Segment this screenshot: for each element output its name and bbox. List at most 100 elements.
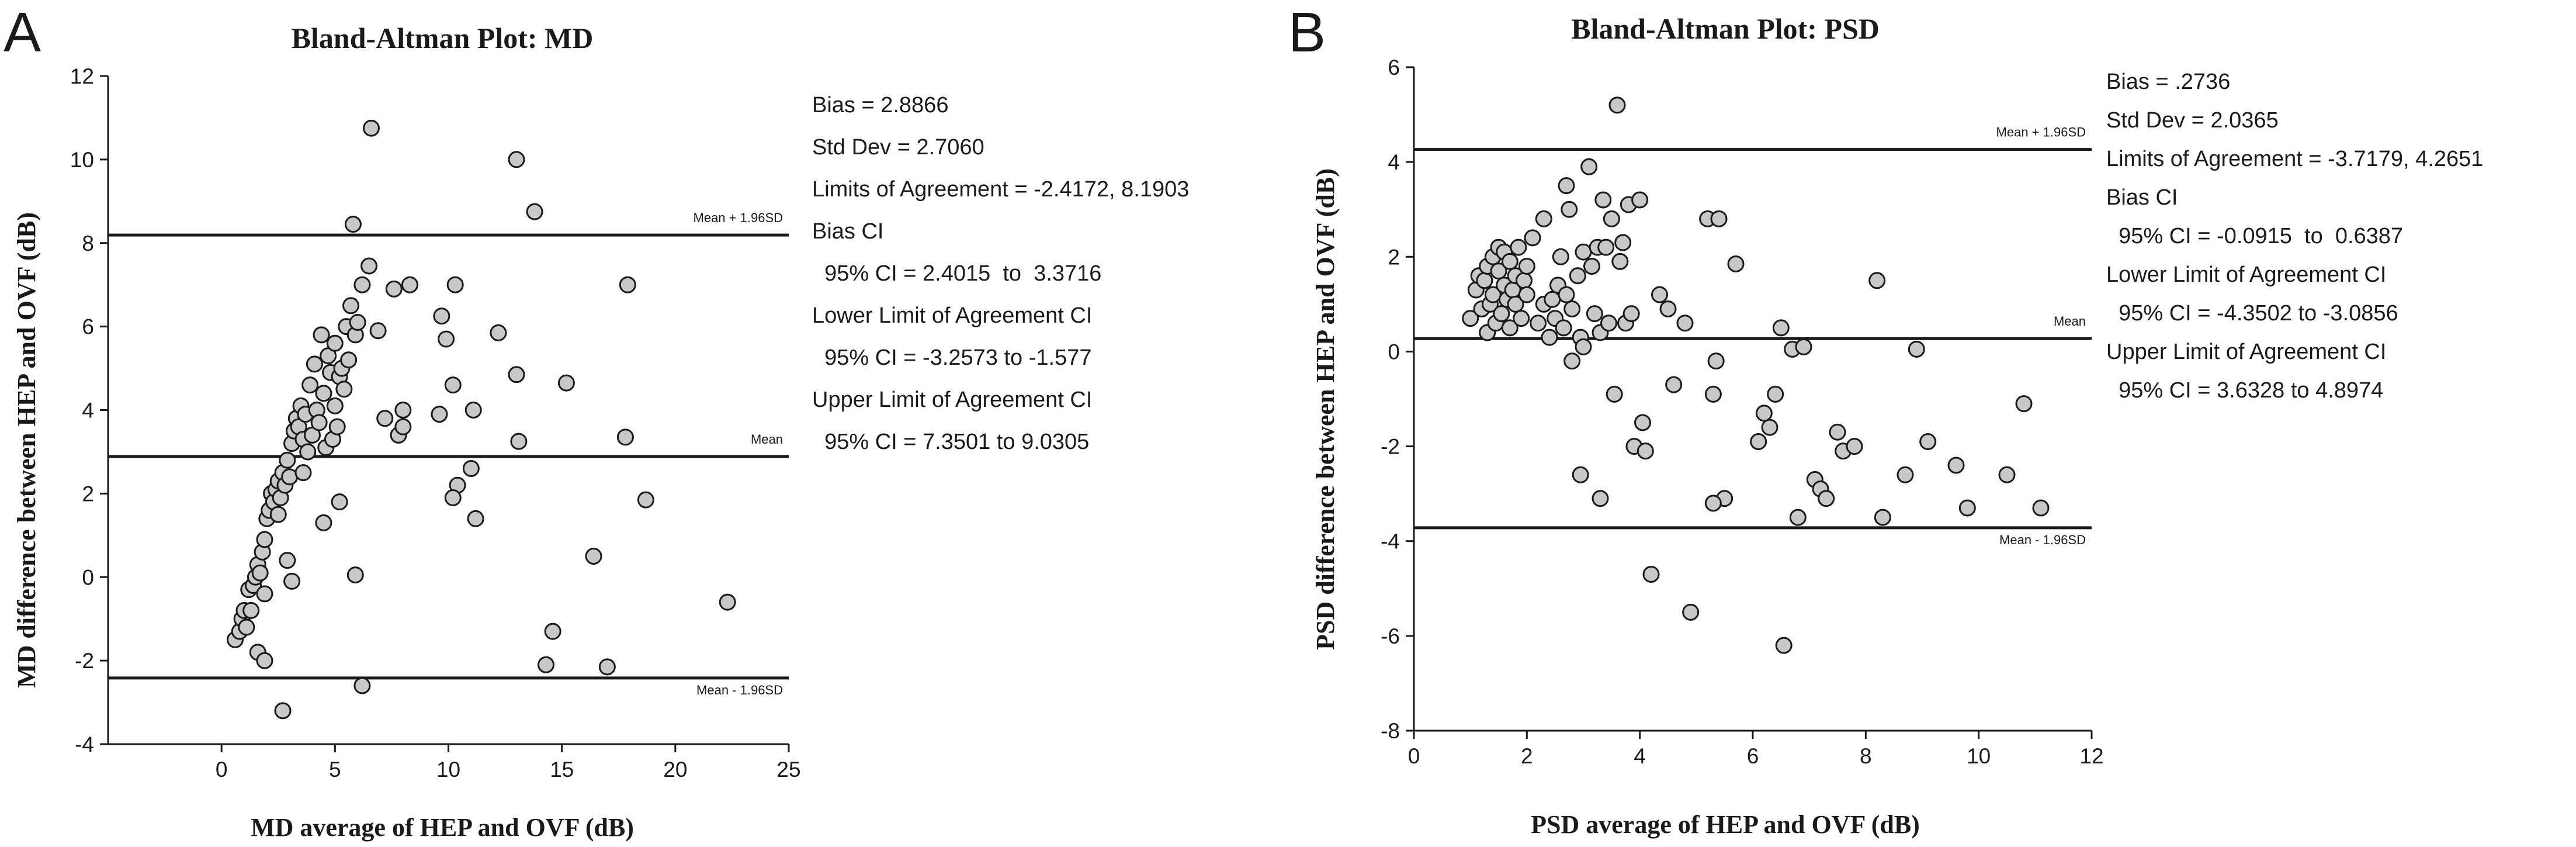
stats-psd-lower-ci: 95% CI = -4.3502 to -3.0856 <box>2106 301 2398 326</box>
psd-data-point <box>1637 442 1654 460</box>
md-x-tick-label: 20 <box>663 758 687 782</box>
md-y-tick-label: 4 <box>82 399 94 423</box>
md-data-point <box>315 514 332 531</box>
md-y-tick-label: -2 <box>75 649 94 673</box>
psd-data-point <box>1600 314 1617 332</box>
psd-data-point <box>1563 300 1581 317</box>
stats-md-limits: Limits of Agreement = -2.4172, 8.1903 <box>812 177 1189 202</box>
psd-ref-label-1: Mean <box>2054 314 2086 329</box>
md-data-point <box>557 374 575 392</box>
psd-x-tick-label: 10 <box>1967 744 1991 768</box>
panel-letter-b: B <box>1288 1 1326 64</box>
md-data-point <box>508 151 525 168</box>
psd-data-point <box>1707 352 1725 370</box>
md-data-point <box>444 376 462 394</box>
panel-a: A Bland-Altman Plot: MD MD average of HE… <box>4 1 1189 842</box>
md-data-point <box>585 548 602 565</box>
md-data-point <box>510 433 528 450</box>
psd-data-point <box>1682 603 1700 621</box>
stats-md-upper-ci-heading: Upper Limit of Agreement CI <box>812 388 1092 412</box>
psd-data-point <box>1572 466 1589 483</box>
psd-data-point <box>2032 499 2050 517</box>
md-data-point <box>433 307 450 325</box>
psd-data-point <box>1594 191 1612 209</box>
md-data-point <box>360 257 378 275</box>
psd-data-point <box>1775 637 1793 654</box>
md-data-point <box>331 493 348 511</box>
md-data-point <box>369 322 387 340</box>
md-data-point <box>353 677 371 694</box>
psd-data-point <box>1555 319 1572 337</box>
chart-title-md: Bland-Altman Plot: MD <box>292 22 594 54</box>
y-axis-title-md: MD difference between HEP and OVF (dB) <box>12 212 41 688</box>
md-data-point <box>376 410 394 427</box>
psd-data-point <box>1868 272 1886 289</box>
md-y-tick-label: 8 <box>82 231 94 255</box>
md-data-point <box>526 203 543 220</box>
psd-data-point <box>1518 258 1535 275</box>
y-axis-title-psd: PSD difference between HEP and OVF (dB) <box>1311 168 1340 650</box>
psd-data-point <box>1634 414 1651 431</box>
psd-ref-label-2: Mean - 1.96SD <box>1999 533 2086 547</box>
psd-data-point <box>1558 286 1575 303</box>
stats-psd-std-dev: Std Dev = 2.0365 <box>2106 108 2279 133</box>
md-data-point <box>340 351 358 369</box>
md-data-point <box>385 280 403 298</box>
psd-data-point <box>1998 466 2016 483</box>
x-axis-title-md: MD average of HEP and OVF (dB) <box>251 813 634 842</box>
stats-md-std-dev: Std Dev = 2.7060 <box>812 135 984 160</box>
psd-data-point <box>1908 340 1925 358</box>
psd-data-point <box>1563 352 1581 370</box>
md-ref-label-1: Mean <box>751 432 783 447</box>
psd-data-point <box>1569 267 1586 285</box>
md-data-point <box>301 376 319 394</box>
psd-x-tick-label: 4 <box>1634 744 1646 768</box>
md-y-tick-label: 12 <box>70 64 94 88</box>
md-data-point <box>401 276 418 293</box>
psd-x-tick-label: 2 <box>1521 744 1533 768</box>
md-data-point <box>238 618 255 636</box>
panel-letter-a: A <box>4 1 41 64</box>
md-data-point <box>299 443 317 461</box>
psd-data-point <box>1603 210 1620 227</box>
stats-md-lower-ci: 95% CI = -3.2573 to -1.577 <box>812 345 1091 370</box>
psd-data-point <box>1727 255 1745 272</box>
psd-data-point <box>1897 466 1914 483</box>
md-data-point <box>598 658 616 676</box>
psd-data-point <box>1710 210 1728 227</box>
psd-data-point <box>1611 253 1629 270</box>
md-y-tick-label: 10 <box>70 148 94 172</box>
md-data-point <box>283 572 301 590</box>
psd-data-point <box>1761 419 1778 436</box>
stats-md-bias: Bias = 2.8866 <box>812 93 948 117</box>
psd-data-point <box>1561 200 1578 218</box>
md-data-point <box>616 428 634 446</box>
psd-data-point <box>1535 210 1552 227</box>
md-data-point <box>446 276 464 293</box>
md-x-tick-label: 5 <box>329 758 341 782</box>
stats-psd-bias-ci-heading: Bias CI <box>2106 185 2178 210</box>
psd-data-point <box>1530 314 1547 332</box>
psd-y-tick-label: 6 <box>1388 56 1400 79</box>
md-x-tick-label: 15 <box>550 758 574 782</box>
md-ref-label-2: Mean - 1.96SD <box>696 683 783 697</box>
md-y-tick-label: -4 <box>75 732 94 756</box>
md-data-point <box>353 276 371 293</box>
md-y-tick-label: 6 <box>82 315 94 339</box>
psd-data-point <box>1501 253 1518 270</box>
psd-data-point <box>1767 385 1784 403</box>
md-data-point <box>313 326 330 344</box>
md-data-point <box>256 531 273 548</box>
psd-data-point <box>1846 438 1863 455</box>
md-data-point <box>269 506 287 523</box>
psd-data-point <box>1947 457 1965 474</box>
psd-data-point <box>1490 262 1507 280</box>
psd-data-point <box>1750 433 1767 450</box>
psd-data-point <box>1642 565 1660 583</box>
md-data-point <box>394 402 412 419</box>
md-data-point <box>349 313 366 331</box>
psd-data-point <box>1580 158 1598 175</box>
md-data-point <box>444 489 462 507</box>
psd-y-tick-label: -6 <box>1381 624 1400 648</box>
psd-data-point <box>1552 248 1569 265</box>
